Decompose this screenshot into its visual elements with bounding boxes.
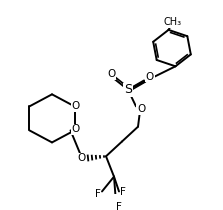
Text: F: F [116,202,122,210]
Text: O: O [71,101,80,111]
Text: CH₃: CH₃ [163,17,182,28]
Text: F: F [95,189,101,199]
Text: O: O [77,153,85,163]
Text: O: O [137,104,145,114]
Text: O: O [71,125,80,134]
Text: F: F [120,187,126,197]
Text: O: O [146,72,154,82]
Text: O: O [107,69,115,79]
Text: S: S [124,83,132,96]
